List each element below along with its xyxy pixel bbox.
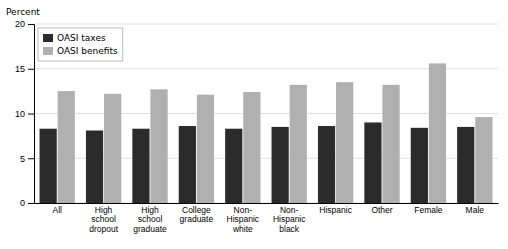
bar <box>225 129 242 203</box>
bar <box>336 82 353 203</box>
y-tick-label: 5 <box>20 154 25 164</box>
legend-item: OASI taxes <box>43 33 106 43</box>
bar <box>132 129 149 203</box>
bar <box>475 117 492 203</box>
x-tick: Male <box>466 205 485 215</box>
bar <box>457 127 474 203</box>
x-tick-label: Hispanic <box>319 205 352 215</box>
legend: OASI taxes OASI benefits <box>38 28 123 61</box>
y-tick-label: 10 <box>15 109 25 119</box>
x-tick-label: Non-Hispanicwhite <box>226 205 259 234</box>
bar <box>411 128 428 203</box>
bar <box>318 126 335 203</box>
y-tick: 10 <box>15 109 34 119</box>
y-label: Percent <box>6 7 40 17</box>
bar <box>150 89 167 203</box>
y-tick: 5 <box>20 154 34 164</box>
bar <box>104 94 121 203</box>
legend-swatch <box>43 34 53 42</box>
x-tick-label: Other <box>371 205 392 215</box>
x-tick: All <box>52 205 62 215</box>
y-tick: 20 <box>15 19 34 29</box>
grid-line <box>34 203 498 204</box>
grid-line <box>34 68 498 69</box>
grid <box>34 24 498 203</box>
y-tick-mark <box>28 114 34 115</box>
grid-line <box>34 158 498 159</box>
legend-label: OASI taxes <box>57 33 106 43</box>
y-axis: 0 5 10 15 20 <box>15 19 35 208</box>
x-tick: Collegegraduate <box>180 205 214 224</box>
bar <box>382 85 399 203</box>
x-tick: Hispanic <box>319 205 352 215</box>
x-tick-label: All <box>52 205 62 215</box>
x-tick: Highschoolgraduate <box>133 205 167 234</box>
x-tick: Female <box>414 205 443 215</box>
grid-line <box>34 113 498 114</box>
plot: 0 5 10 15 20 All Highschooldropout Highschoolgr… <box>15 19 499 233</box>
chart: 0 5 10 15 20 All Highschooldropout Highschoolgr… <box>0 0 508 249</box>
y-tick-mark <box>28 203 34 204</box>
y-tick-label: 15 <box>15 64 25 74</box>
bar <box>86 131 103 203</box>
y-tick-label: 0 <box>20 198 25 208</box>
y-tick-mark <box>28 24 34 25</box>
legend-label: OASI benefits <box>57 46 118 56</box>
bar <box>364 122 381 203</box>
x-tick-label: Female <box>414 205 443 215</box>
x-axis-line <box>35 203 499 204</box>
legend-item: OASI benefits <box>43 46 118 56</box>
legend-swatch <box>43 47 53 55</box>
bar <box>179 126 196 203</box>
bar <box>58 91 75 203</box>
x-tick: Highschooldropout <box>89 205 118 234</box>
y-tick-label: 20 <box>15 19 25 29</box>
y-tick: 15 <box>15 64 34 74</box>
x-tick-label: Non-Hispanicblack <box>273 205 306 234</box>
y-tick-mark <box>28 158 34 159</box>
y-tick: 0 <box>20 198 34 208</box>
y-axis-line <box>28 25 35 204</box>
bar <box>429 63 446 203</box>
legend-box <box>38 28 123 61</box>
series <box>58 63 493 203</box>
bar <box>243 92 260 203</box>
x-tick-label: Highschoolgraduate <box>133 205 167 234</box>
x-tick-label: Highschooldropout <box>89 205 118 234</box>
bar <box>197 95 214 203</box>
x-tick: Non-Hispanicblack <box>273 205 306 234</box>
x-tick: Other <box>371 205 392 215</box>
x-tick: Non-Hispanicwhite <box>226 205 259 234</box>
bar <box>272 127 289 203</box>
bar <box>290 85 307 203</box>
x-tick-label: Collegegraduate <box>180 205 214 224</box>
bar <box>40 129 57 203</box>
y-tick-mark <box>28 69 34 70</box>
x-axis: All Highschooldropout Highschoolgraduate Co… <box>35 204 499 234</box>
x-tick-label: Male <box>466 205 485 215</box>
grid-line <box>34 24 498 25</box>
bars <box>40 63 493 203</box>
